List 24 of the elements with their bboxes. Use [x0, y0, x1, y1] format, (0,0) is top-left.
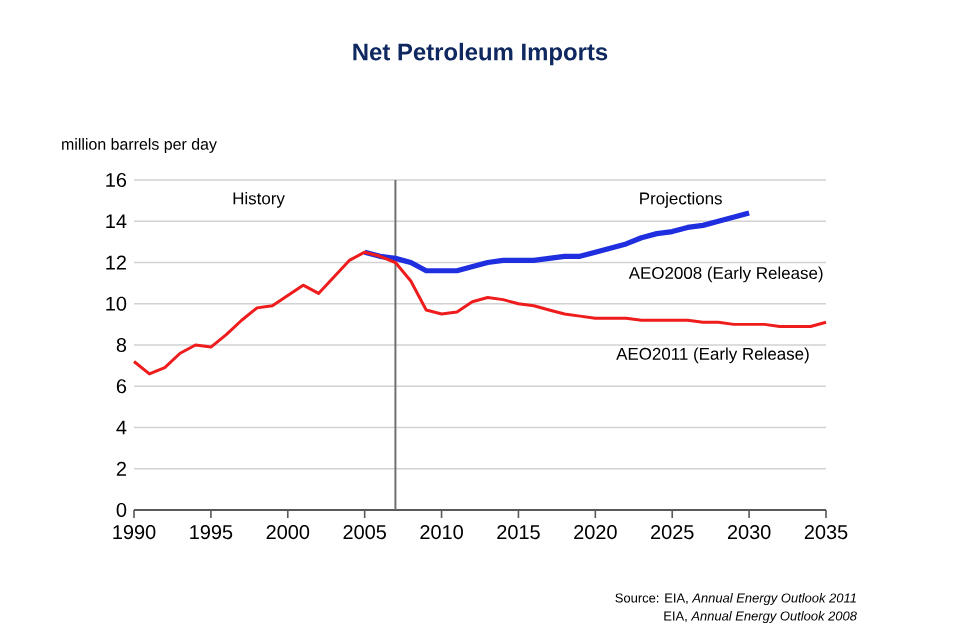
- y-tick-label: 10: [106, 296, 127, 311]
- x-tick-label: 2015: [497, 525, 540, 540]
- series-label: AEO2011 (Early Release): [616, 347, 809, 364]
- x-tick-label: 1995: [190, 525, 233, 540]
- chart-title: Net Petroleum Imports: [353, 42, 608, 66]
- y-tick-label: 2: [116, 461, 126, 476]
- x-tick-label: 2030: [727, 525, 771, 540]
- annotation: Projections: [640, 191, 722, 208]
- y-tick-label: 8: [116, 337, 127, 353]
- y-tick-label: 0: [116, 502, 127, 518]
- series-label: AEO2008 (Early Release): [628, 266, 823, 283]
- x-tick-label: 1990: [113, 525, 156, 540]
- x-tick-label: 2025: [651, 525, 694, 540]
- y-tick-label: 16: [106, 172, 127, 188]
- x-tick-label: 2005: [343, 525, 386, 540]
- y-tick-label: 4: [116, 420, 127, 435]
- x-tick-label: 2000: [266, 525, 310, 540]
- annotation: History: [233, 191, 285, 208]
- x-tick-label: 2035: [804, 525, 848, 540]
- y-tick-label: 6: [116, 379, 127, 394]
- y-tick-label: 12: [106, 255, 126, 270]
- x-tick-label: 2020: [574, 525, 617, 540]
- y-tick-label: 14: [106, 214, 127, 229]
- x-tick-label: 2010: [420, 525, 463, 540]
